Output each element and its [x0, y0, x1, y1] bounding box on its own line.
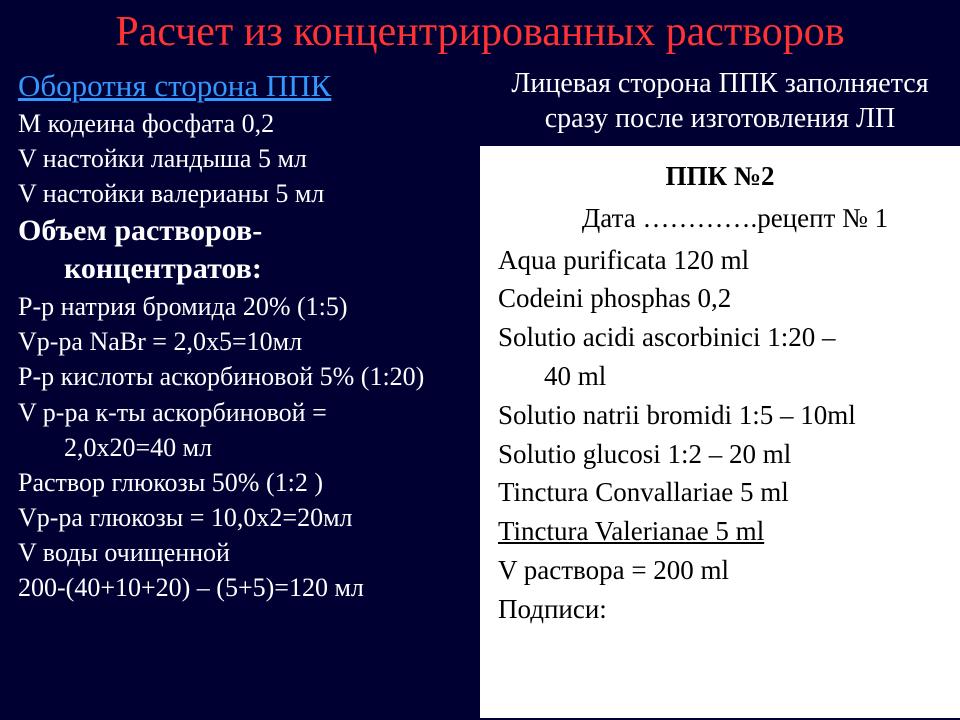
ppk-date: Дата ………….рецепт № 1 [498, 200, 942, 238]
left-line: Vр-ра глюкозы = 10,0х2=20мл [18, 500, 468, 535]
columns: Оборотня сторона ППК M кодеина фосфата 0… [0, 60, 960, 718]
left-line: Р-р натрия бромида 20% (1:5) [18, 289, 468, 324]
left-line: Раствор глюкозы 50% (1:2 ) [18, 465, 468, 500]
left-subheading: концентратов: [18, 251, 468, 287]
ppk-title: ППК №2 [498, 158, 942, 196]
left-heading: Оборотня сторона ППК [18, 68, 468, 104]
left-line: Vр-ра NaBr = 2,0х5=10мл [18, 324, 468, 359]
ppk-line: Solutio acidi ascorbinici 1:20 – [498, 319, 942, 357]
ppk-line: V раствора = 200 ml [498, 552, 942, 590]
right-column: Лицевая сторона ППК заполняется сразу по… [480, 60, 960, 718]
ppk-line: Codeini phosphas 0,2 [498, 280, 942, 318]
ppk-line: Aqua purificata 120 ml [498, 242, 942, 280]
ppk-line: 40 ml [498, 358, 942, 396]
ppk-line: Solutio glucosi 1:2 – 20 ml [498, 436, 942, 474]
left-line: V настойки валерианы 5 мл [18, 176, 468, 211]
ppk-line: Подписи: [498, 591, 942, 629]
ppk-line: Tinctura Convallariae 5 ml [498, 474, 942, 512]
left-subheading: Объем растворов- [18, 213, 468, 249]
left-line: V настойки ландыша 5 мл [18, 141, 468, 176]
slide-title: Расчет из концентрированных растворов [0, 0, 960, 60]
left-line: V р-ра к-ты аскорбиновой = [18, 395, 468, 430]
left-line: 200-(40+10+20) – (5+5)=120 мл [18, 570, 468, 605]
left-column: Оборотня сторона ППК M кодеина фосфата 0… [0, 60, 480, 718]
ppk-box: ППК №2 Дата ………….рецепт № 1 Aqua purific… [480, 146, 960, 718]
left-line: 2,0х20=40 мл [18, 430, 468, 465]
left-line: V воды очищенной [18, 535, 468, 570]
right-note: Лицевая сторона ППК заполняется сразу по… [480, 60, 960, 146]
left-line: Р-р кислоты аскорбиновой 5% (1:20) [18, 359, 468, 394]
ppk-line: Solutio natrii bromidi 1:5 – 10ml [498, 397, 942, 435]
ppk-line: Tinctura Valerianae 5 ml [498, 513, 942, 551]
left-line: M кодеина фосфата 0,2 [18, 106, 468, 141]
